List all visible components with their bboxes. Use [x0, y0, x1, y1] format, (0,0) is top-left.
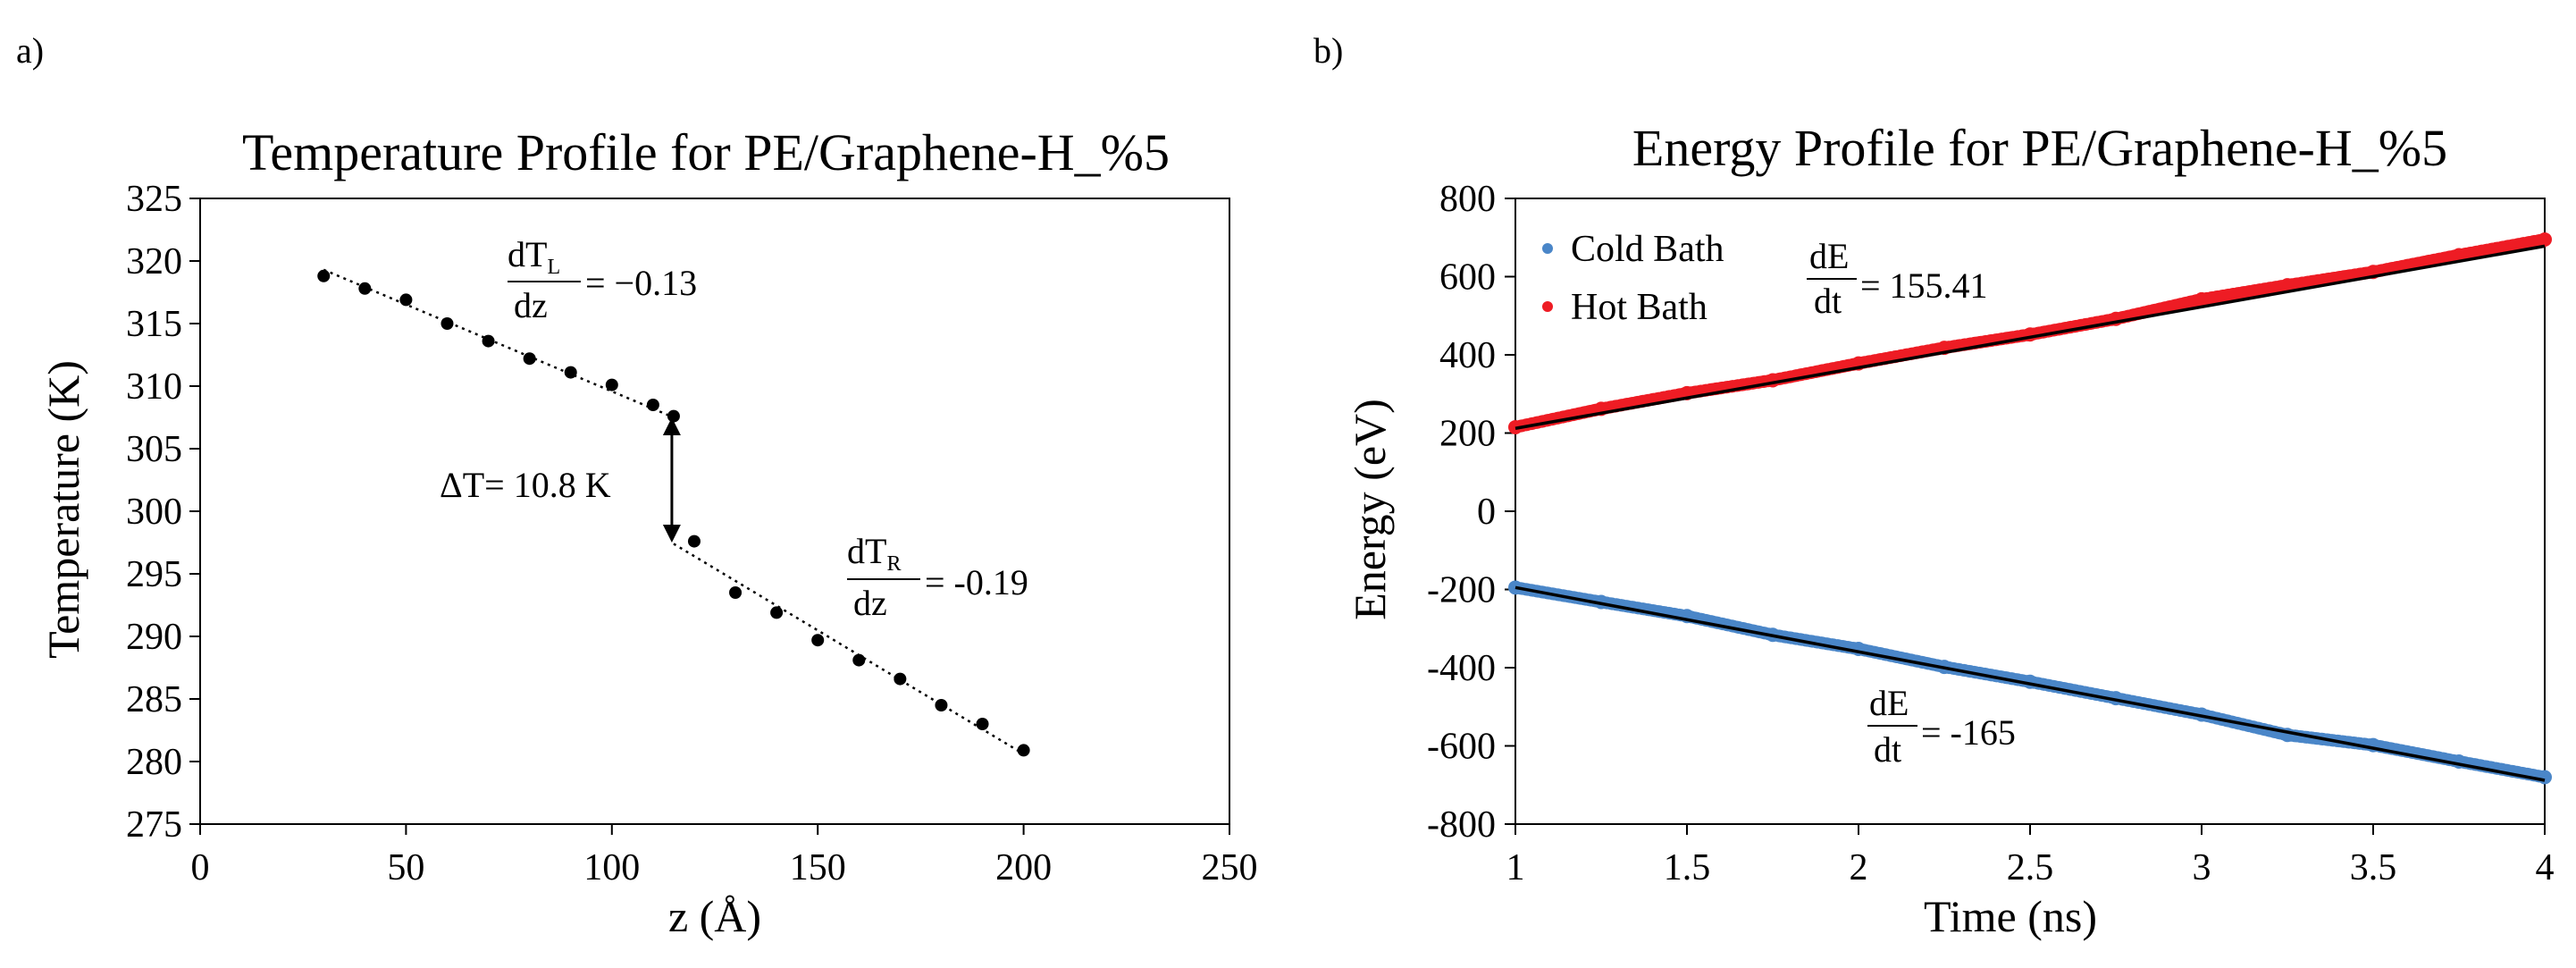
panel-a-data-point: [729, 586, 743, 599]
hot-bath-data-point: [2194, 291, 2209, 307]
panel-b-x-axis-label: Time (ns): [1924, 891, 2097, 941]
annotation-cold-numerator: dE: [1869, 683, 1909, 723]
panel-a-y-tick-label: 290: [126, 617, 182, 658]
panel-a-x-tick-label: 250: [1202, 847, 1258, 888]
panel-b-x-tick-label: 1.5: [1664, 847, 1711, 888]
annotation-hot-value: = 155.41: [1860, 265, 1988, 306]
annotation-cold-value: = -165: [1921, 712, 2016, 753]
panel-a: a) Temperature Profile for PE/Graphene-H…: [16, 30, 1258, 941]
panel-b-x-tick-label: 1: [1506, 847, 1525, 888]
hot-bath-data-point: [2280, 278, 2295, 293]
annotation-right-denominator: dz: [853, 583, 887, 623]
panel-a-y-tick-label: 280: [126, 742, 182, 783]
panel-a-label: a): [16, 30, 44, 71]
panel-a-y-tick-label: 310: [126, 366, 182, 408]
cold-bath-fit-line: [1515, 585, 2546, 782]
annotation-right-gradient: dTR dz = -0.19: [847, 531, 1028, 623]
panel-a-y-tick-label: 320: [126, 241, 182, 282]
panel-b-x-tick-label: 3: [2193, 847, 2211, 888]
panel-b-y-tick-label: -800: [1427, 804, 1496, 846]
hot-bath-fit-line: [1515, 244, 2546, 430]
panel-a-x-tick-label: 150: [790, 847, 846, 888]
panel-a-data-point: [482, 334, 495, 348]
panel-a-plot-area: [199, 198, 1230, 825]
panel-b-y-tick-label: -600: [1427, 727, 1496, 768]
panel-a-left-fit-line: [323, 268, 675, 419]
legend: Cold Bath Hot Bath: [1542, 229, 1724, 328]
panel-a-data-point: [605, 378, 618, 391]
panel-a-data-point: [894, 672, 907, 686]
panel-a-y-tick-label: 325: [126, 179, 182, 220]
panel-a-title: Temperature Profile for PE/Graphene-H_%5: [242, 123, 1170, 181]
panel-a-data-point: [976, 718, 989, 730]
panel-a-x-tick-label: 0: [191, 847, 210, 888]
panel-a-y-tick-label: 305: [126, 429, 182, 470]
hot-bath-data-point: [2538, 231, 2552, 247]
panel-b-y-tick-label: 600: [1439, 257, 1496, 299]
panel-a-x-axis-label: z (Å): [668, 891, 761, 941]
panel-a-data-point: [1017, 744, 1030, 757]
panel-a-data-point: [852, 653, 866, 667]
cold-bath-data-point: [2538, 770, 2552, 785]
panel-a-data-point: [358, 282, 372, 295]
panel-a-y-tick-label: 300: [126, 492, 182, 533]
annotation-right-numerator: dTR: [847, 531, 901, 576]
panel-a-data-point: [687, 535, 701, 548]
panel-b-y-axis-label: Energy (eV): [1345, 399, 1395, 620]
annotation-hot-slope: dE dt = 155.41: [1807, 236, 1988, 321]
panel-b-x-tick-label: 2: [1850, 847, 1868, 888]
panel-a-data-point: [399, 293, 413, 307]
panel-b: b) Energy Profile for PE/Graphene-H_%5 1…: [1313, 30, 2555, 941]
panel-b-x-tick-label: 3.5: [2350, 847, 2397, 888]
panel-a-y-axis-label: Temperature (K): [38, 360, 88, 659]
annotation-left-denominator: dz: [514, 285, 548, 325]
panel-a-data-point: [564, 366, 577, 379]
annotation-hot-numerator: dE: [1809, 236, 1849, 276]
panel-b-y-tick-label: 0: [1477, 492, 1496, 533]
annotation-right-value: = -0.19: [925, 562, 1028, 602]
panel-a-y-tick-label: 315: [126, 304, 182, 345]
legend-cold-bath-label: Cold Bath: [1571, 229, 1724, 270]
annotation-left-value: = −0.13: [585, 263, 697, 303]
panel-a-data-point: [935, 699, 948, 711]
panel-a-data-point: [667, 409, 680, 423]
annotation-left-gradient: dTL dz = −0.13: [508, 234, 697, 325]
panel-a-data-point: [646, 399, 659, 411]
annotation-cold-slope: dE dt = -165: [1867, 683, 2016, 770]
panel-a-x-tick-label: 200: [995, 847, 1052, 888]
delta-t-arrow-head-up: [662, 417, 681, 435]
panel-a-x-tick-label: 100: [583, 847, 640, 888]
panel-a-y-tick-label: 295: [126, 554, 182, 595]
panel-a-y-tick-label: 275: [126, 804, 182, 846]
panel-a-data-point: [523, 352, 536, 366]
panel-b-y-tick-label: 400: [1439, 335, 1496, 376]
panel-a-data-point: [441, 317, 454, 330]
legend-hot-bath-label: Hot Bath: [1571, 287, 1708, 328]
panel-b-x-tick-label: 4: [2536, 847, 2555, 888]
hot-bath-data-point: [2452, 248, 2466, 263]
panel-b-x-tick-label: 2.5: [2007, 847, 2054, 888]
annotation-cold-denominator: dt: [1874, 729, 1901, 770]
delta-t-arrow-head-down: [662, 525, 681, 543]
annotation-left-numerator: dTL: [508, 234, 560, 279]
panel-b-y-tick-label: -400: [1427, 648, 1496, 689]
annotation-hot-denominator: dt: [1814, 281, 1842, 321]
legend-hot-bath-marker: [1542, 301, 1553, 312]
delta-t-arrow: [662, 417, 681, 543]
panel-a-data-point: [770, 606, 784, 619]
panel-a-data-point: [811, 634, 825, 647]
panel-a-data-point: [317, 269, 331, 282]
panel-b-y-tick-label: 200: [1439, 414, 1496, 455]
panel-b-title: Energy Profile for PE/Graphene-H_%5: [1632, 119, 2447, 177]
panel-b-label: b): [1313, 30, 1343, 71]
panel-b-y-tick-label: -200: [1427, 570, 1496, 611]
legend-cold-bath-marker: [1542, 243, 1553, 254]
annotation-delta-t: ΔT= 10.8 K: [440, 465, 611, 505]
panel-b-y-tick-label: 800: [1439, 179, 1496, 220]
panel-a-y-tick-label: 285: [126, 679, 182, 720]
panel-a-x-tick-label: 50: [387, 847, 424, 888]
